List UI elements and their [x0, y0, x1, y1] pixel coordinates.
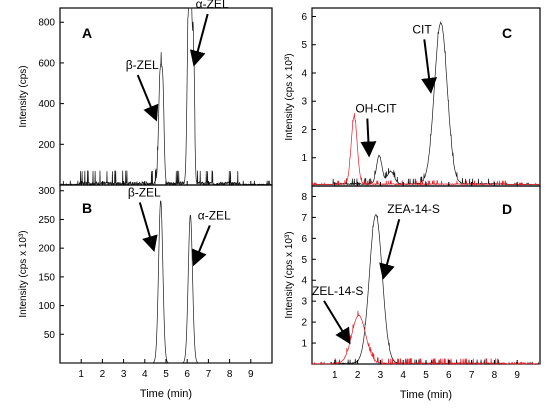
annotation-arrow: [136, 74, 159, 122]
x-tick-label: 8: [227, 369, 233, 380]
x-tick-label: 9: [514, 370, 520, 381]
y-tick-label: 150: [38, 272, 55, 283]
y-tick-label: 300: [38, 186, 55, 197]
x-tick-label: 9: [248, 369, 254, 380]
x-tick-label: 4: [142, 369, 148, 380]
y-tick-label: 5: [301, 40, 307, 51]
x-axis-label: Time (min): [140, 388, 192, 400]
annotation-arrow: [379, 218, 401, 280]
y-tick-label: 200: [38, 244, 55, 255]
y-tick-label: 8: [301, 192, 307, 203]
y-tick-label: 400: [38, 99, 55, 110]
annotation-arrow: [191, 225, 211, 267]
y-tick-label: 1: [301, 339, 307, 350]
y-tick-label: 50: [44, 330, 56, 341]
panel-label: D: [502, 201, 512, 217]
x-tick-label: 6: [184, 369, 190, 380]
y-tick-label: 250: [38, 215, 55, 226]
panel-label: C: [502, 25, 512, 41]
annotation-arrow: [421, 39, 438, 94]
y-axis-label: Intensity (cps x 10³): [284, 53, 295, 140]
y-tick-label: 3: [301, 97, 307, 108]
peak-annotation: ZEL-14-S: [312, 284, 363, 298]
y-tick-label: 4: [301, 68, 307, 79]
panel-b: 50 100 150 200 250 300 1 2 3 4 5 6 7 8 9 Time (min) Inte…: [18, 184, 273, 400]
y-tick-label: 200: [38, 140, 55, 151]
y-tick-label: 2: [301, 318, 307, 329]
y-tick-label: 600: [38, 58, 55, 69]
x-tick-label: 4: [400, 370, 406, 381]
panel-label: A: [82, 25, 92, 41]
y-tick-label: 800: [38, 18, 55, 29]
peak-annotation: α-ZEL: [196, 0, 229, 11]
y-tick-label: 7: [301, 213, 307, 224]
y-tick-label: 100: [38, 301, 55, 312]
annotation-arrow: [323, 300, 351, 345]
y-tick-label: 4: [301, 276, 307, 287]
annotation-arrow: [360, 118, 377, 158]
y-axis-label: Intensity (cps x 10³): [18, 230, 29, 317]
x-tick-label: 1: [332, 370, 338, 381]
peak-annotation: β-ZEL: [126, 58, 159, 72]
y-tick-label: 6: [301, 12, 307, 23]
panel-label: B: [82, 200, 92, 216]
x-tick-label: 5: [423, 370, 429, 381]
y-tick-label: 5: [301, 255, 307, 266]
y-axis-label: Intensity (cps): [18, 65, 29, 127]
x-tick-label: 3: [121, 369, 127, 380]
x-tick-label: 2: [100, 369, 106, 380]
annotation-arrow: [138, 202, 158, 252]
peak-annotation: OH-CIT: [355, 102, 397, 116]
x-tick-label: 3: [378, 370, 384, 381]
x-tick-label: 6: [446, 370, 452, 381]
x-tick-label: 7: [206, 369, 212, 380]
panel-d: 1 2 3 4 5 6 7 8 1 2 3 4 5 6 7 8 9 Time (min) Intensity (cp…: [284, 185, 541, 401]
peak-annotation: CIT: [412, 22, 432, 36]
series-line-1: [60, 200, 272, 364]
peak-annotation: α-ZEL: [198, 208, 231, 222]
x-tick-label: 7: [469, 370, 475, 381]
y-tick-label: 6: [301, 234, 307, 245]
peak-annotation: ZEA-14-S: [387, 202, 440, 216]
annotation-arrow: [189, 13, 209, 67]
y-tick-label: 3: [301, 297, 307, 308]
panel-c: 1 2 3 4 5 6 Intensity (cps x 10³) C CIT OH-CIT: [284, 7, 541, 187]
peak-annotation: β-ZEL: [128, 185, 161, 199]
x-tick-label: 1: [78, 369, 84, 380]
y-axis-label: Intensity (cps x 10³): [284, 231, 295, 318]
x-tick-label: 8: [492, 370, 498, 381]
x-axis-label: Time (min): [400, 389, 452, 401]
y-tick-label: 1: [301, 153, 307, 164]
x-tick-label: 2: [355, 370, 361, 381]
x-tick-label: 5: [163, 369, 169, 380]
y-tick-label: 2: [301, 125, 307, 136]
panel-a: 200 400 600 800 Intensity (cps) Aβ-ZEL α-ZEL: [18, 0, 273, 187]
